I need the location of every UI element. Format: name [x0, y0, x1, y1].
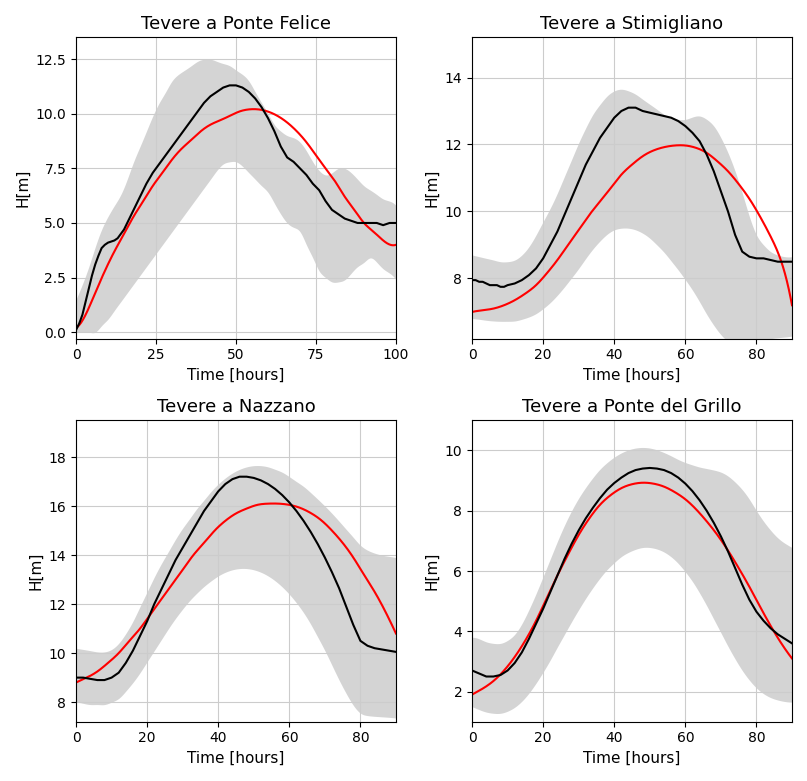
Y-axis label: H[m]: H[m] [15, 169, 30, 207]
Y-axis label: H[m]: H[m] [424, 169, 439, 207]
Title: Tevere a Stimigliano: Tevere a Stimigliano [541, 15, 724, 33]
X-axis label: Time [hours]: Time [hours] [583, 368, 681, 383]
Y-axis label: H[m]: H[m] [28, 552, 43, 590]
Title: Tevere a Ponte del Grillo: Tevere a Ponte del Grillo [522, 398, 742, 416]
X-axis label: Time [hours]: Time [hours] [187, 368, 285, 383]
Title: Tevere a Nazzano: Tevere a Nazzano [157, 398, 316, 416]
Y-axis label: H[m]: H[m] [424, 552, 439, 590]
Title: Tevere a Ponte Felice: Tevere a Ponte Felice [141, 15, 331, 33]
X-axis label: Time [hours]: Time [hours] [583, 751, 681, 766]
X-axis label: Time [hours]: Time [hours] [187, 751, 285, 766]
